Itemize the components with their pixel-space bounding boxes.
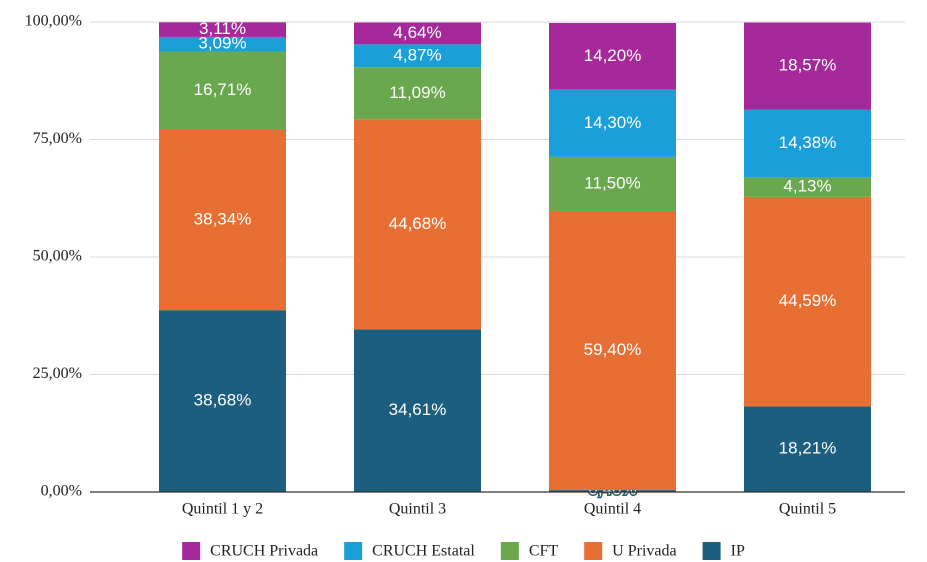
value-label: 38,34% (194, 210, 252, 229)
value-label: 3,09% (198, 34, 246, 53)
bar-segment (744, 196, 871, 407)
bar-segment (549, 156, 676, 211)
value-label: 14,20% (584, 46, 642, 65)
bar-segment (159, 130, 286, 311)
x-tick-label: Quintil 5 (779, 501, 836, 518)
value-label: 18,57% (779, 56, 837, 75)
value-label: 59,40% (584, 340, 642, 359)
bar-segment (159, 22, 286, 37)
bar-segment (744, 177, 871, 197)
y-tick-label: 75,00% (33, 130, 82, 147)
legend-label: CFT (529, 543, 559, 560)
value-label: 11,50% (584, 173, 640, 192)
bar-segment (354, 67, 481, 120)
value-label: 44,59% (779, 291, 837, 310)
value-label: 11,09% (389, 83, 445, 102)
x-tick-label: Quintil 1 y 2 (182, 501, 263, 518)
bar-segment (354, 329, 481, 492)
value-label: 4,64% (393, 23, 441, 42)
legend-label: CRUCH Privada (210, 543, 318, 560)
legend-swatch (344, 542, 363, 560)
legend-label: IP (731, 543, 745, 560)
bar-segment (549, 89, 676, 157)
value-label: 16,71% (194, 80, 252, 99)
bar-segment (159, 36, 286, 52)
legend-label: U Privada (612, 543, 676, 560)
value-label: 44,68% (389, 214, 447, 233)
bar-segment (549, 210, 676, 491)
bar-segment (744, 22, 871, 110)
x-tick-label: Quintil 4 (584, 501, 641, 518)
value-label: 4,87% (393, 45, 441, 64)
legend-swatch (500, 542, 519, 560)
bar-segment (354, 119, 481, 330)
bar-segment (159, 51, 286, 131)
legend-swatch (182, 542, 201, 560)
y-tick-label: 0,00% (41, 483, 82, 500)
legend-label: CRUCH Estatal (372, 543, 475, 560)
bar-segment (549, 22, 676, 90)
value-label: 38,68% (194, 391, 252, 410)
value-label: 4,13% (783, 177, 831, 196)
bar-segment (354, 22, 481, 45)
value-label: 14,30% (584, 113, 642, 132)
value-label: 18,21% (779, 439, 837, 458)
bar-segment (744, 109, 871, 178)
bar-segment (159, 310, 286, 492)
y-tick-label: 25,00% (33, 365, 82, 382)
y-tick-label: 50,00% (33, 248, 82, 265)
bar-segment (744, 406, 871, 492)
value-label: 3,11% (199, 19, 246, 38)
legend-swatch (584, 542, 603, 560)
y-tick-label: 100,00% (25, 13, 82, 30)
legend-swatch (702, 542, 721, 560)
value-label: 34,61% (389, 400, 447, 419)
bar-segment (354, 44, 481, 68)
value-label: 14,38% (779, 133, 837, 152)
x-tick-label: Quintil 3 (389, 501, 446, 518)
bar-segment (549, 490, 676, 492)
